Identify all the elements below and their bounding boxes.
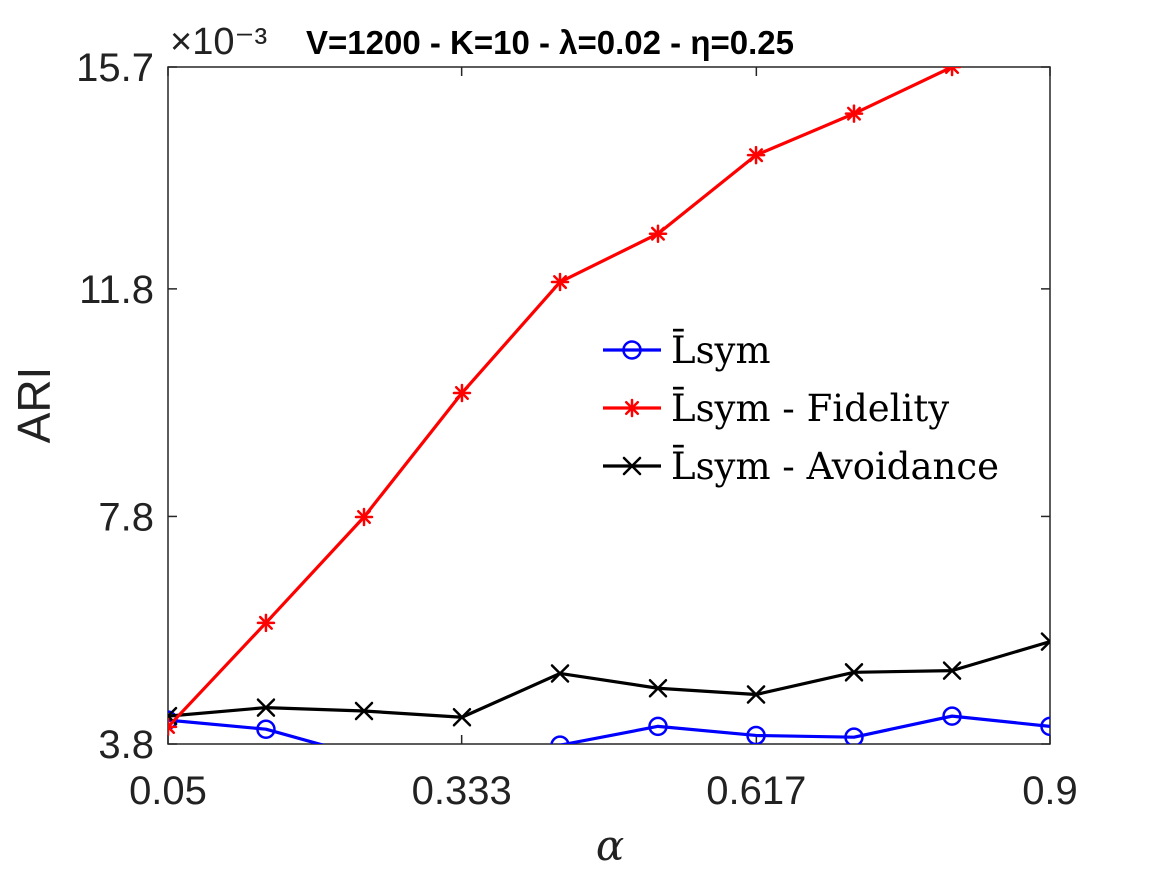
marker-stroke: [844, 663, 864, 682]
data-point: [942, 661, 962, 680]
data-point: [648, 678, 668, 698]
data-point: [746, 685, 766, 704]
legend-item: L̄sym - Avoidance: [603, 444, 999, 488]
data-point: [550, 664, 570, 683]
data-point: [168, 717, 178, 737]
legend-item: L̄sym: [603, 328, 771, 372]
legend-swatch-marker: [622, 340, 642, 360]
series-asterisk: [168, 31, 1058, 737]
legend-label: L̄sym - Fidelity: [671, 386, 949, 430]
x-tick-label: 0.05: [129, 769, 207, 813]
marker-stroke: [648, 678, 668, 698]
marker-stroke: [1044, 33, 1056, 45]
data-point: [648, 716, 668, 737]
marker-stroke: [942, 661, 962, 680]
y-tick-label: 15.7: [76, 46, 154, 90]
data-point: [550, 735, 570, 744]
marker-stroke: [746, 685, 766, 704]
data-point: [844, 104, 864, 123]
marker-stroke: [354, 701, 374, 721]
x-tick-label: 0.9: [1022, 769, 1078, 813]
data-point: [452, 383, 472, 403]
data-point: [452, 708, 472, 727]
legend-label: L̄sym: [671, 328, 771, 372]
y-axis-label: ARI: [8, 367, 60, 444]
y-tick-label: 7.8: [98, 495, 154, 539]
marker-stroke: [256, 698, 276, 717]
marker-stroke: [1040, 639, 1050, 651]
marker-stroke: [168, 719, 176, 729]
data-point: [256, 613, 276, 633]
y-tick-label: 3.8: [98, 723, 154, 767]
data-point: [844, 663, 864, 682]
chart-exponent: ×10⁻³: [170, 21, 267, 63]
data-point: [746, 725, 766, 744]
marker-stroke: [168, 706, 178, 718]
series-line: [168, 714, 1050, 744]
data-point: [648, 224, 668, 243]
series-x: [168, 632, 1050, 727]
data-point: [1040, 716, 1050, 737]
marker-stroke: [622, 456, 642, 476]
data-point: [550, 272, 570, 292]
legend-item: L̄sym - Fidelity: [603, 386, 949, 430]
data-point: [844, 727, 864, 744]
data-point: [942, 706, 962, 726]
chart-title: V=1200 - K=10 - λ=0.02 - η=0.25: [306, 24, 794, 61]
series-circle: [168, 706, 1050, 767]
plot-area: [167, 66, 1051, 745]
x-tick-label: 0.617: [706, 769, 806, 813]
marker-stroke: [1040, 632, 1050, 644]
legend-swatch-marker: [622, 398, 642, 418]
data-point: [354, 701, 374, 721]
legend-label: L̄sym - Avoidance: [671, 444, 999, 488]
data-point: [1042, 31, 1058, 47]
data-point: [256, 698, 276, 717]
series-line: [168, 640, 1050, 719]
data-point: [356, 748, 373, 765]
data-point: [256, 719, 276, 739]
data-point: [354, 507, 374, 527]
marker-stroke: [550, 664, 570, 683]
series-line: [168, 67, 958, 729]
legend: L̄sym L̄sym - Fidelity L̄sym - Avoidance: [603, 328, 999, 488]
marker-stroke: [1044, 33, 1056, 45]
data-point: [942, 67, 962, 77]
y-tick-label: 11.8: [79, 268, 154, 312]
x-axis-label: α: [596, 821, 624, 870]
data-point: [1040, 632, 1050, 651]
marker-stroke: [452, 708, 472, 727]
legend-swatch-marker: [622, 456, 642, 476]
data-point: [746, 145, 766, 165]
x-tick-label: 0.333: [412, 769, 512, 813]
data-point: [453, 750, 470, 767]
marker-stroke: [168, 725, 176, 734]
